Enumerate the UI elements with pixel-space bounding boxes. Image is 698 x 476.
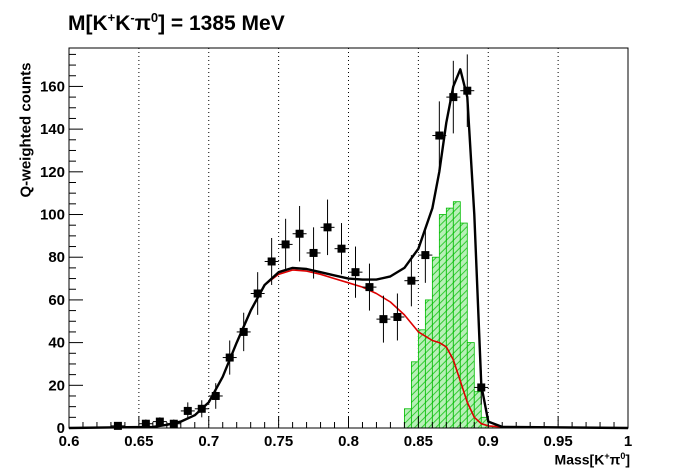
point-marker (211, 391, 220, 400)
y-tick-label: 140 (40, 121, 65, 138)
chart-title: M[K+K-π0] = 1385 MeV (68, 10, 285, 35)
data-point (390, 293, 405, 341)
x-tick-label: 1 (624, 433, 632, 450)
point-marker (435, 131, 444, 140)
grid-lines (138, 48, 559, 428)
data-point (208, 383, 223, 409)
data-point (306, 227, 321, 279)
data-point (334, 223, 349, 275)
point-marker (463, 86, 472, 95)
y-tick-label: 100 (40, 207, 65, 224)
data-point (138, 419, 153, 428)
data-point (180, 402, 195, 420)
y-tick-label: 40 (48, 335, 65, 352)
y-axis: 0 20 40 60 80 100 120 140 160 (40, 53, 83, 437)
histogram-bar (417, 329, 426, 429)
y-tick-label: 80 (48, 249, 65, 266)
point-marker (295, 229, 304, 238)
data-point (474, 370, 489, 405)
point-marker (113, 421, 122, 430)
histogram-bar (403, 408, 412, 429)
data-point (404, 255, 419, 307)
point-marker (239, 327, 248, 336)
data-point (194, 400, 209, 418)
point-marker (183, 406, 192, 415)
point-marker (141, 419, 150, 428)
point-marker (407, 276, 416, 285)
y-tick-label: 20 (48, 377, 65, 394)
x-tick-label: 0.7 (198, 433, 219, 450)
histogram-bar (424, 299, 433, 429)
data-point (264, 238, 279, 285)
point-marker (309, 248, 318, 257)
point-marker (197, 404, 206, 413)
point-marker (267, 257, 276, 266)
signal-histogram (403, 201, 503, 429)
data-point (376, 295, 391, 343)
data-point (446, 60, 461, 134)
data-point (362, 263, 377, 311)
data-point (110, 421, 125, 430)
x-tick-label: 0.8 (338, 433, 359, 450)
data-point (292, 205, 307, 262)
x-tick-label: 0.95 (544, 433, 573, 450)
data-point (418, 227, 433, 283)
point-marker (393, 312, 402, 321)
point-marker (225, 353, 234, 362)
point-marker (323, 223, 332, 232)
point-marker (365, 283, 374, 292)
y-tick-label: 160 (40, 78, 65, 95)
data-point (152, 417, 167, 426)
histogram-bar (410, 361, 419, 429)
data-point (320, 199, 335, 256)
data-point (222, 340, 237, 375)
x-tick-label: 0.75 (264, 433, 293, 450)
y-tick-label: 120 (40, 164, 65, 181)
histogram-bar (445, 207, 454, 429)
data-point (236, 312, 251, 352)
x-tick-label: 0.85 (404, 433, 433, 450)
point-marker (477, 383, 486, 392)
point-marker (155, 417, 164, 426)
point-marker (337, 244, 346, 253)
data-point (278, 218, 293, 271)
histogram-bar (452, 201, 461, 429)
point-marker (351, 268, 360, 277)
data-point (460, 54, 475, 127)
point-marker (253, 289, 262, 298)
x-tick-label: 0.6 (59, 433, 80, 450)
point-marker (169, 419, 178, 428)
data-point (250, 272, 265, 315)
data-point (348, 246, 363, 298)
point-marker (379, 315, 388, 324)
x-tick-label: 0.9 (478, 433, 499, 450)
point-marker (281, 240, 290, 249)
data-points (110, 54, 489, 430)
point-marker (449, 93, 458, 102)
x-axis: 0.6 0.65 0.7 0.75 0.8 0.85 0.9 0.95 1 (59, 416, 632, 450)
point-marker (421, 251, 430, 260)
x-axis-label: Mass[K+π0] (554, 451, 630, 468)
data-point (166, 419, 181, 428)
x-tick-label: 0.65 (124, 433, 153, 450)
data-point (432, 101, 447, 170)
histogram-bar (438, 214, 447, 429)
y-tick-label: 0 (57, 420, 65, 437)
y-tick-label: 60 (48, 292, 65, 309)
